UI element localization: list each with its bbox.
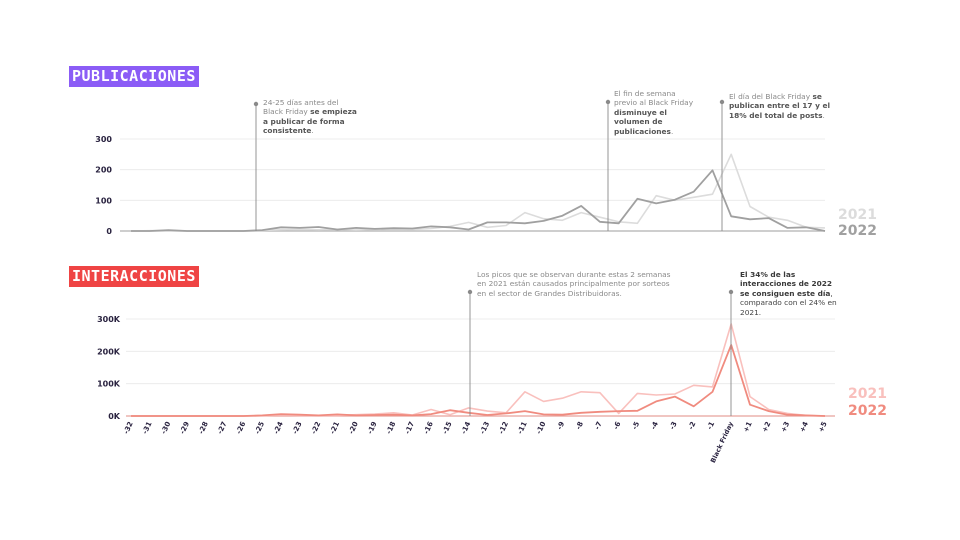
int-x-tick-label: -22 <box>310 420 323 435</box>
annotation-pub-blackfriday: El día del Black Friday se publican entr… <box>729 92 831 120</box>
int-x-tick-label: -24 <box>272 420 285 435</box>
annotation-pub-weekend: El fin de semana previo al Black Friday … <box>614 89 694 136</box>
int-series-2022-line <box>131 343 826 417</box>
int-x-tick-label: -10 <box>535 420 548 435</box>
publicaciones-title: PUBLICACIONES <box>69 66 199 87</box>
int-x-tick-label: -17 <box>404 420 417 435</box>
int-x-tick-label: -5 <box>631 420 642 431</box>
int-x-tick-label: -8 <box>574 420 585 431</box>
publicaciones-chart: 0 100 200 300 <box>95 99 826 236</box>
interacciones-chart: 0K 100K 200K 300K -32 -31 -30 -29 -28 -27 -26 -25 -2… <box>97 289 835 464</box>
int-x-tick-label: -21 <box>329 420 342 435</box>
pub-series-2022-line <box>131 169 826 232</box>
int-x-tick-label: -32 <box>122 420 135 435</box>
int-x-tick-label: -20 <box>347 420 360 435</box>
pub-y-tick-label: 0 <box>106 227 112 236</box>
int-x-tick-label: -1 <box>706 420 717 431</box>
int-x-tick-label: -9 <box>556 420 567 431</box>
annotation-marker-dot <box>605 99 611 105</box>
int-x-tick-label: -11 <box>516 420 529 435</box>
int-x-tick-label: -19 <box>366 420 379 435</box>
interacciones-title: INTERACCIONES <box>69 266 199 287</box>
int-y-tick-label: 200K <box>97 347 121 356</box>
legend-int-2022: 2022 <box>848 403 887 419</box>
int-x-tick-label: -23 <box>291 420 304 435</box>
int-x-tick-label: +3 <box>780 420 792 433</box>
int-x-tick-label: -29 <box>178 420 191 435</box>
annotation-marker-dot <box>253 101 259 107</box>
int-x-tick-label: -25 <box>254 420 267 435</box>
annotation-marker-dot <box>467 289 473 295</box>
pub-y-tick-label: 100 <box>95 196 112 205</box>
pub-y-tick-label: 300 <box>95 135 112 144</box>
annotation-int-blackfriday: El 34% de las interacciones de 2022 se c… <box>740 270 837 317</box>
int-x-tick-label: -14 <box>460 420 473 435</box>
annotation-pub-consistent: 24-25 días antes del Black Friday se emp… <box>263 98 357 136</box>
int-x-tick-label: -4 <box>649 420 660 431</box>
annotation-marker-dot <box>728 289 734 295</box>
int-x-tick-label: -26 <box>235 420 248 435</box>
int-x-tick-label: -16 <box>422 420 435 435</box>
int-x-tick-label: -12 <box>497 420 510 435</box>
int-x-tick-label: -6 <box>612 420 623 431</box>
int-x-tick-label: +2 <box>761 420 773 433</box>
int-x-tick-label: -13 <box>479 420 492 435</box>
pub-y-tick-label: 200 <box>95 166 112 175</box>
legend-pub-2022: 2022 <box>838 223 877 239</box>
int-x-tick-label: -15 <box>441 420 454 435</box>
int-x-tick-label: +1 <box>742 420 754 433</box>
legend-pub-2021: 2021 <box>838 207 877 223</box>
int-x-tick-label: -2 <box>687 420 698 431</box>
legend-int-2021: 2021 <box>848 386 887 402</box>
annotation-marker-dot <box>719 99 725 105</box>
int-y-tick-label: 0K <box>108 412 121 421</box>
int-x-tick-label: -27 <box>216 420 229 435</box>
int-x-tick-label: -30 <box>160 420 173 435</box>
int-y-tick-label: 100K <box>97 380 121 389</box>
int-x-tick-label: +5 <box>817 420 829 433</box>
int-x-tick-label: -28 <box>197 420 210 435</box>
int-x-tick-label: -18 <box>385 420 398 435</box>
int-x-tick-label: -31 <box>141 420 154 435</box>
int-x-tick-label: +4 <box>798 420 810 433</box>
annotation-int-sorteos: Los picos que se observan durante estas … <box>477 270 671 298</box>
int-x-tick-label: -7 <box>593 420 604 431</box>
int-y-tick-label: 300K <box>97 315 121 324</box>
int-x-tick-label: -3 <box>668 420 679 431</box>
